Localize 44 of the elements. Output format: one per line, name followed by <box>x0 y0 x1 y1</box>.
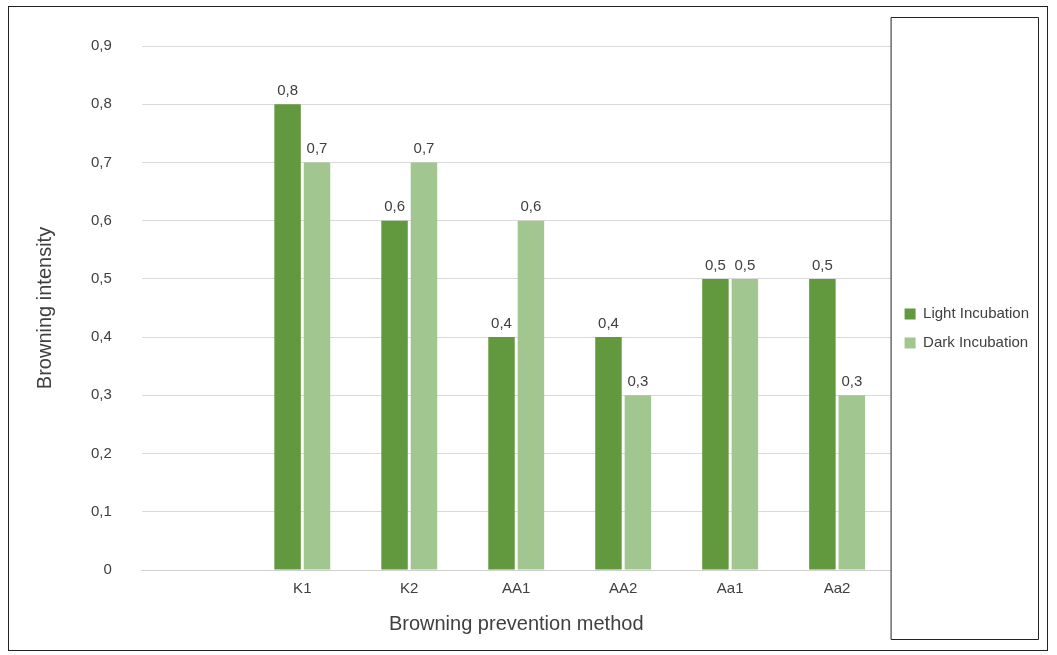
y-axis-title: Browning intensity <box>32 226 55 390</box>
y-tick-label: 0,2 <box>90 443 112 461</box>
y-tick-label: 0 <box>103 560 112 578</box>
x-tick-label: Aa2 <box>823 579 851 597</box>
data-label: 0,8 <box>277 80 299 98</box>
x-tick-label: K2 <box>400 579 419 597</box>
data-label: 0,5 <box>734 255 756 273</box>
data-label: 0,3 <box>627 371 649 389</box>
y-tick-label: 0,4 <box>90 327 112 345</box>
y-tick-label: 0,9 <box>90 36 112 54</box>
bar <box>488 337 515 570</box>
bar <box>624 395 652 570</box>
bar <box>410 162 438 570</box>
bar <box>517 220 545 570</box>
bar <box>702 278 729 570</box>
bar <box>838 395 866 570</box>
data-label: 0,7 <box>413 139 435 157</box>
y-tick-label: 0,5 <box>90 269 112 287</box>
data-label: 0,4 <box>491 313 512 331</box>
bar <box>731 278 759 570</box>
data-label: 0,6 <box>520 197 542 215</box>
x-tick-label: Aa1 <box>716 579 744 597</box>
data-label: 0,3 <box>841 371 863 389</box>
data-label: 0,4 <box>598 313 619 331</box>
y-tick-label: 0,6 <box>90 210 112 228</box>
bar <box>595 337 622 570</box>
x-tick-label: K1 <box>293 579 312 597</box>
bar <box>381 220 408 570</box>
y-tick-label: 0,8 <box>90 94 112 112</box>
y-tick-label: 0,1 <box>90 501 112 519</box>
legend-label: Dark Incubation <box>923 333 1029 351</box>
x-tick-label: AA1 <box>502 579 531 597</box>
y-tick-label: 0,3 <box>90 385 112 403</box>
bar <box>809 278 836 570</box>
legend-label: Light Incubation <box>923 304 1030 322</box>
data-label: 0,5 <box>705 255 726 273</box>
data-label: 0,5 <box>811 255 833 273</box>
bar <box>303 162 331 570</box>
x-axis-title: Browning prevention method <box>388 611 644 634</box>
bar <box>274 104 301 570</box>
data-label: 0,7 <box>306 139 328 157</box>
data-label: 0,6 <box>384 197 405 215</box>
x-tick-label: AA2 <box>609 579 638 597</box>
y-tick-label: 0,7 <box>90 152 112 170</box>
